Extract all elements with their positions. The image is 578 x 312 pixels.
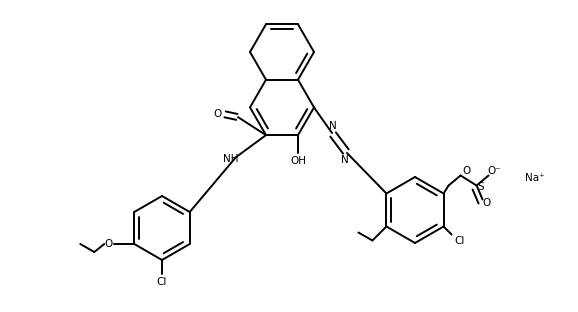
- Text: N: N: [341, 155, 349, 165]
- Text: O: O: [462, 167, 470, 177]
- Text: S: S: [477, 183, 484, 193]
- Text: O: O: [213, 109, 221, 119]
- Text: O⁻: O⁻: [488, 167, 502, 177]
- Text: O: O: [104, 239, 112, 249]
- Text: O: O: [483, 198, 491, 208]
- Text: N: N: [329, 121, 337, 131]
- Text: Na⁺: Na⁺: [525, 173, 545, 183]
- Text: NH: NH: [223, 154, 239, 164]
- Text: OH: OH: [290, 156, 306, 166]
- Text: Cl: Cl: [157, 277, 167, 287]
- Text: Cl: Cl: [454, 236, 465, 246]
